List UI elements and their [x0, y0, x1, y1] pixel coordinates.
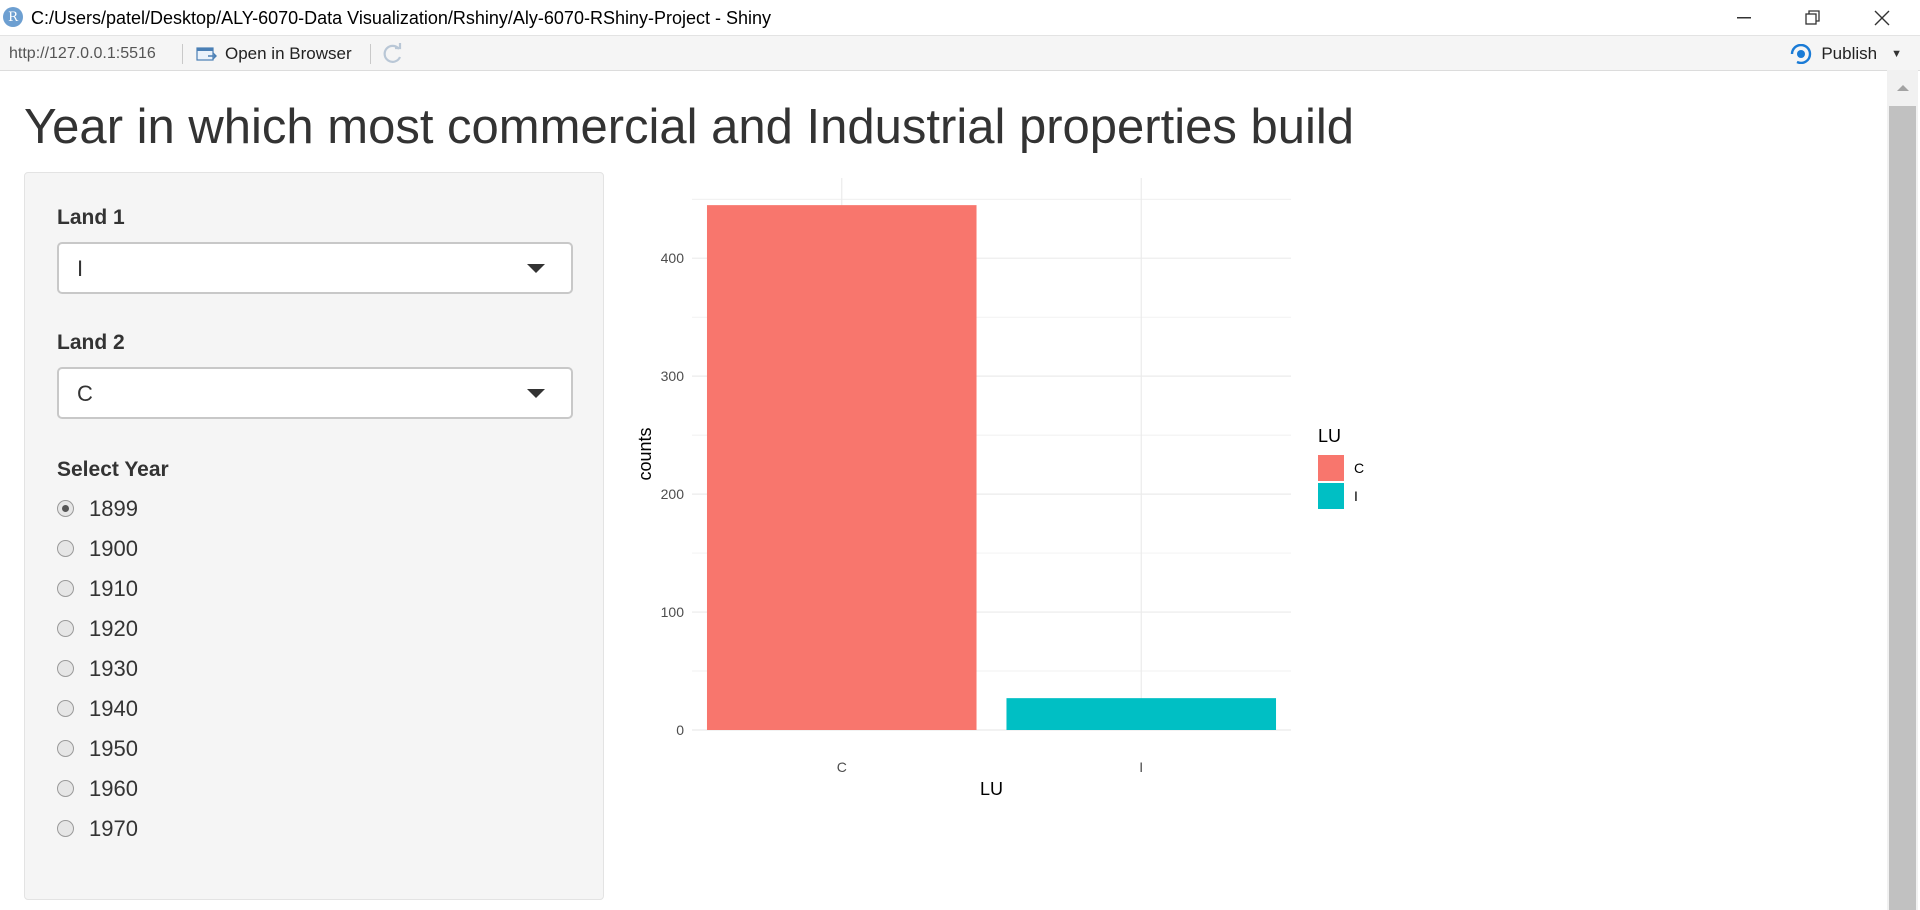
close-icon	[1874, 10, 1890, 25]
r-app-icon: R	[3, 7, 23, 27]
window-title-bar: R C:/Users/patel/Desktop/ALY-6070-Data V…	[0, 0, 1920, 35]
sidebar-panel: Land 1 I Land 2 C Select Year 1899 1900 …	[24, 172, 604, 900]
chevron-down-icon	[527, 389, 545, 398]
year-radio-option[interactable]: 1940	[57, 694, 257, 724]
restore-button[interactable]	[1790, 0, 1836, 35]
year-radio-option[interactable]: 1970	[57, 814, 257, 844]
land2-label: Land 2	[57, 331, 125, 354]
y-axis-label: counts	[635, 427, 655, 480]
legend-label: C	[1354, 460, 1364, 476]
refresh-icon[interactable]	[382, 43, 404, 65]
minimize-icon	[1737, 16, 1751, 18]
legend-key	[1318, 455, 1344, 481]
radio-button[interactable]	[57, 500, 74, 517]
url-display: http://127.0.0.1:5516	[9, 45, 156, 62]
year-option-label: 1900	[89, 536, 138, 561]
scroll-up-arrow-icon[interactable]	[1896, 83, 1910, 92]
land2-select[interactable]: C	[57, 367, 573, 419]
year-label: Select Year	[57, 458, 169, 481]
radio-button[interactable]	[57, 580, 74, 597]
y-tick-label: 100	[661, 604, 685, 620]
radio-button[interactable]	[57, 660, 74, 677]
toolbar-divider	[370, 44, 371, 64]
y-tick-label: 300	[661, 368, 685, 384]
bar	[706, 205, 977, 731]
year-radio-option[interactable]: 1920	[57, 614, 257, 644]
scrollbar-thumb[interactable]	[1889, 106, 1916, 910]
year-option-label: 1930	[89, 656, 138, 681]
minimize-button[interactable]	[1721, 0, 1767, 35]
radio-button[interactable]	[57, 780, 74, 797]
year-option-label: 1950	[89, 736, 138, 761]
publish-label: Publish	[1821, 44, 1878, 63]
land1-label: Land 1	[57, 206, 125, 229]
x-tick-label: I	[1139, 759, 1143, 775]
y-tick-label: 400	[661, 250, 685, 266]
open-in-browser-button[interactable]: Open in Browser	[196, 42, 352, 66]
radio-button[interactable]	[57, 740, 74, 757]
year-option-label: 1899	[89, 496, 138, 521]
land1-select[interactable]: I	[57, 242, 573, 294]
year-radio-option[interactable]: 1910	[57, 574, 257, 604]
legend-key	[1318, 483, 1344, 509]
radio-button[interactable]	[57, 540, 74, 557]
y-tick-label: 0	[676, 722, 684, 738]
land2-selected-value: C	[77, 381, 93, 406]
year-option-label: 1920	[89, 616, 138, 641]
vertical-scrollbar[interactable]	[1887, 70, 1918, 910]
year-option-label: 1940	[89, 696, 138, 721]
radio-button[interactable]	[57, 700, 74, 717]
chevron-down-icon	[527, 264, 545, 273]
open-in-browser-label: Open in Browser	[225, 44, 352, 63]
year-radio-option[interactable]: 1900	[57, 534, 257, 564]
legend-label: I	[1354, 488, 1358, 504]
page-title: Year in which most commercial and Indust…	[24, 100, 1354, 154]
bar	[1006, 698, 1277, 730]
legend-title: LU	[1318, 426, 1341, 446]
radio-button[interactable]	[57, 820, 74, 837]
year-radio-option[interactable]: 1950	[57, 734, 257, 764]
toolbar-divider	[182, 44, 183, 64]
year-radio-option[interactable]: 1930	[57, 654, 257, 684]
close-window-button[interactable]	[1859, 0, 1905, 35]
year-option-label: 1960	[89, 776, 138, 801]
publish-dropdown-icon[interactable]: ▼	[1891, 48, 1902, 60]
year-radio-option[interactable]: 1899	[57, 494, 257, 524]
x-axis-label: LU	[980, 779, 1003, 799]
y-tick-label: 200	[661, 486, 685, 502]
year-radio-option[interactable]: 1960	[57, 774, 257, 804]
restore-icon	[1805, 9, 1820, 25]
publish-icon	[1791, 44, 1812, 64]
year-option-label: 1910	[89, 576, 138, 601]
viewer-toolbar: http://127.0.0.1:5516 Open in Browser Pu…	[0, 35, 1920, 71]
land1-selected-value: I	[77, 256, 84, 281]
window-title: C:/Users/patel/Desktop/ALY-6070-Data Vis…	[31, 8, 772, 28]
open-browser-icon	[196, 47, 217, 61]
x-tick-label: C	[837, 759, 847, 775]
year-option-label: 1970	[89, 816, 138, 841]
radio-button[interactable]	[57, 620, 74, 637]
publish-button[interactable]: Publish ▼	[1789, 42, 1902, 66]
